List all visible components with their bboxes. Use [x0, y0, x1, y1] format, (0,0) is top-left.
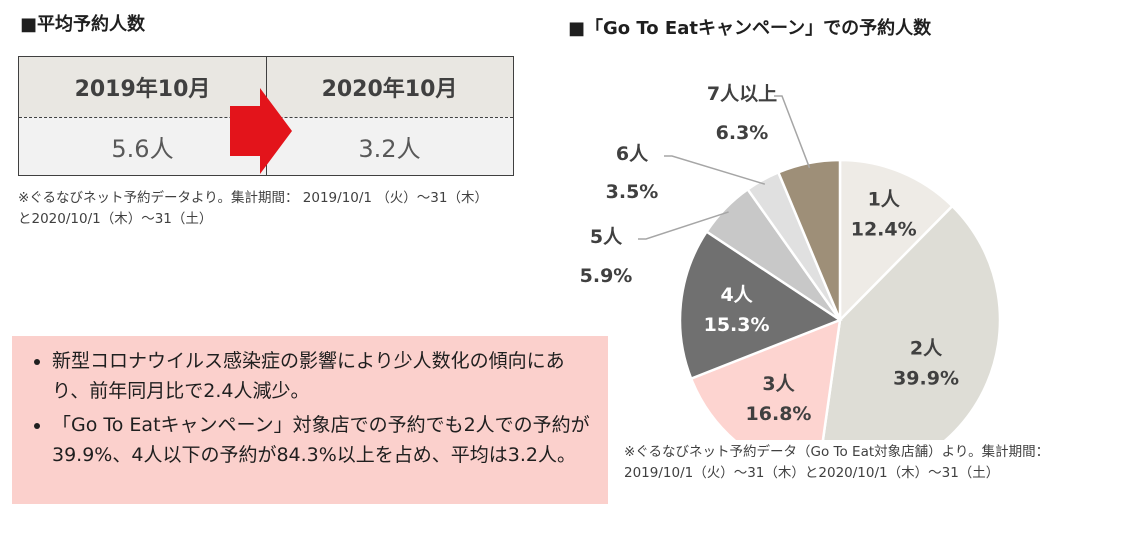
left-source-note: ※ぐるなびネット予約データより。集計期間： 2019/10/1 （火）～31（木…	[18, 190, 488, 227]
slice-category-label: 2人	[910, 338, 943, 360]
right-arrow-icon	[230, 88, 292, 174]
left-section-title: ■平均予約人数	[20, 14, 146, 35]
summary-list: 新型コロナウイルス感染症の影響により少人数化の傾向にあり、前年同月比で2.4人減…	[22, 346, 598, 470]
comparison-table: 2019年10月 2020年10月 5.6人 3.2人	[18, 56, 514, 176]
slice-category-label: 3人	[762, 373, 795, 395]
pie-slice-1	[838, 158, 955, 324]
leader-line	[638, 211, 729, 240]
right-source-note: ※ぐるなびネット予約データ（Go To Eat対象店舗）より。集計期間： 201…	[624, 444, 1050, 481]
pie-slice-4	[678, 229, 843, 381]
leader-line	[774, 95, 811, 169]
slice-percent-label: 15.3%	[704, 314, 770, 336]
pie-chart: 1人 12.4% 2人 39.9% 3人 16.8% 4人 15.3% 5人 5.9% 6人 3.5%…	[580, 83, 1002, 440]
slice-percent-label: 6.3%	[716, 122, 769, 144]
value-2019: 5.6人	[19, 117, 266, 175]
slice-percent-label: 5.9%	[580, 265, 633, 287]
slice-percent-label: 16.8%	[746, 403, 812, 425]
pie-slice-3	[689, 318, 842, 440]
slice-category-label: 7人以上	[707, 83, 777, 105]
slice-category-label: 5人	[590, 226, 623, 248]
summary-bullet: 新型コロナウイルス感染症の影響により少人数化の傾向にあり、前年同月比で2.4人減…	[52, 346, 598, 406]
slice-category-label: 1人	[868, 188, 901, 210]
pie-slice-2	[821, 204, 1002, 440]
chart-title: ■「Go To Eatキャンペーン」での予約人数	[568, 18, 932, 39]
leader-line	[664, 155, 766, 185]
header-2019: 2019年10月	[19, 57, 266, 117]
slice-percent-label: 12.4%	[851, 218, 917, 240]
summary-bullet: 「Go To Eatキャンペーン」対象店での予約でも2人での予約が39.9%、4…	[52, 410, 598, 470]
slice-percent-label: 39.9%	[893, 368, 959, 390]
summary-box: 新型コロナウイルス感染症の影響により少人数化の傾向にあり、前年同月比で2.4人減…	[12, 336, 608, 504]
slice-percent-label: 3.5%	[606, 181, 659, 203]
value-2020: 3.2人	[266, 117, 513, 175]
slice-category-label: 6人	[616, 143, 649, 165]
pie-slice-7	[776, 158, 842, 321]
slice-category-label: 4人	[720, 284, 753, 306]
header-2020: 2020年10月	[266, 57, 513, 117]
